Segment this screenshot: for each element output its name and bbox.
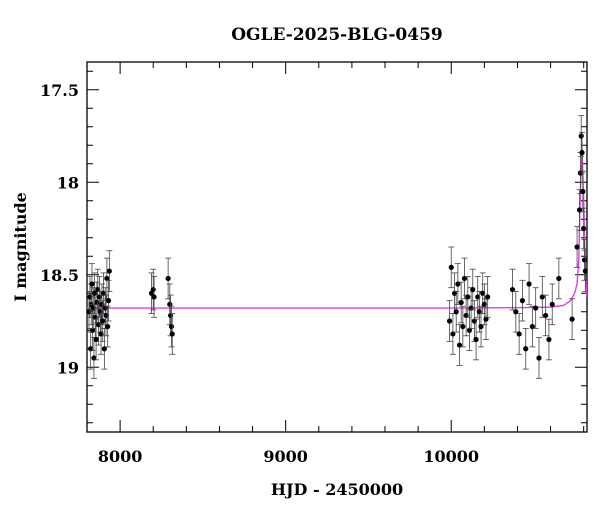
plot-frame — [86, 61, 588, 433]
x-tick-label: 10000 — [423, 447, 479, 466]
x-tick-label: 9000 — [263, 447, 308, 466]
data-points-group — [87, 115, 587, 379]
data-point — [169, 331, 175, 337]
data-point — [151, 294, 157, 300]
data-point — [460, 323, 466, 330]
x-tick-label: 8000 — [98, 447, 143, 466]
data-point — [519, 298, 526, 304]
data-point — [549, 301, 555, 307]
data-point — [167, 301, 173, 307]
data-point — [556, 275, 562, 282]
data-point — [513, 309, 519, 315]
axis-ticks — [86, 62, 587, 432]
model-curve-group — [87, 148, 587, 309]
data-point — [150, 286, 156, 293]
data-point — [485, 294, 491, 300]
chart-title: OGLE-2025-BLG-0459 — [231, 25, 443, 45]
data-point — [582, 268, 587, 274]
data-point — [446, 318, 453, 324]
data-point — [106, 268, 112, 274]
x-axis-label: HJD - 2450000 — [271, 480, 403, 499]
data-point — [96, 294, 103, 300]
data-point — [466, 327, 473, 333]
data-point — [533, 305, 539, 311]
data-point — [87, 309, 92, 315]
data-point — [92, 290, 98, 296]
data-point — [478, 323, 484, 330]
data-point — [456, 342, 463, 348]
data-point — [101, 346, 107, 352]
model-curve — [87, 148, 587, 309]
data-point — [470, 286, 476, 293]
data-point — [526, 281, 532, 287]
y-tick-label: 19 — [57, 358, 79, 377]
data-point — [461, 275, 468, 282]
data-point — [509, 286, 516, 293]
data-point — [465, 294, 471, 300]
data-point — [516, 331, 522, 337]
data-point — [450, 331, 456, 337]
y-axis-label: I magnitude — [11, 192, 30, 302]
data-point — [458, 299, 464, 306]
data-point — [579, 150, 585, 156]
data-point — [581, 225, 587, 232]
data-point — [529, 323, 535, 330]
data-point — [100, 318, 106, 324]
y-tick-label: 18 — [57, 173, 79, 192]
data-point — [483, 316, 489, 322]
data-point — [580, 188, 586, 195]
data-point — [574, 244, 580, 250]
data-point — [91, 355, 97, 361]
data-point — [576, 207, 583, 213]
data-point — [455, 281, 461, 287]
data-point — [569, 316, 575, 322]
data-point — [102, 305, 108, 311]
data-point — [539, 294, 545, 300]
data-point — [523, 346, 529, 352]
data-point — [88, 346, 94, 352]
data-point — [578, 133, 584, 139]
y-tick-label: 17.5 — [40, 81, 79, 100]
y-tick-label: 18.5 — [40, 266, 79, 285]
data-point — [89, 281, 95, 287]
data-point — [168, 323, 175, 330]
data-point — [90, 327, 96, 333]
data-point — [104, 275, 110, 282]
data-point — [165, 275, 171, 282]
data-point — [536, 355, 542, 361]
data-point — [105, 298, 112, 304]
data-point — [94, 299, 100, 306]
data-point — [93, 336, 99, 343]
data-point — [105, 323, 111, 330]
data-point — [581, 257, 587, 263]
data-point — [546, 336, 552, 343]
data-point — [448, 264, 454, 270]
data-point — [473, 336, 479, 343]
data-point — [543, 312, 549, 319]
data-point — [453, 309, 459, 315]
tick-labels: 8000 9000 10000 17.5 18 18.5 19 — [40, 81, 479, 466]
